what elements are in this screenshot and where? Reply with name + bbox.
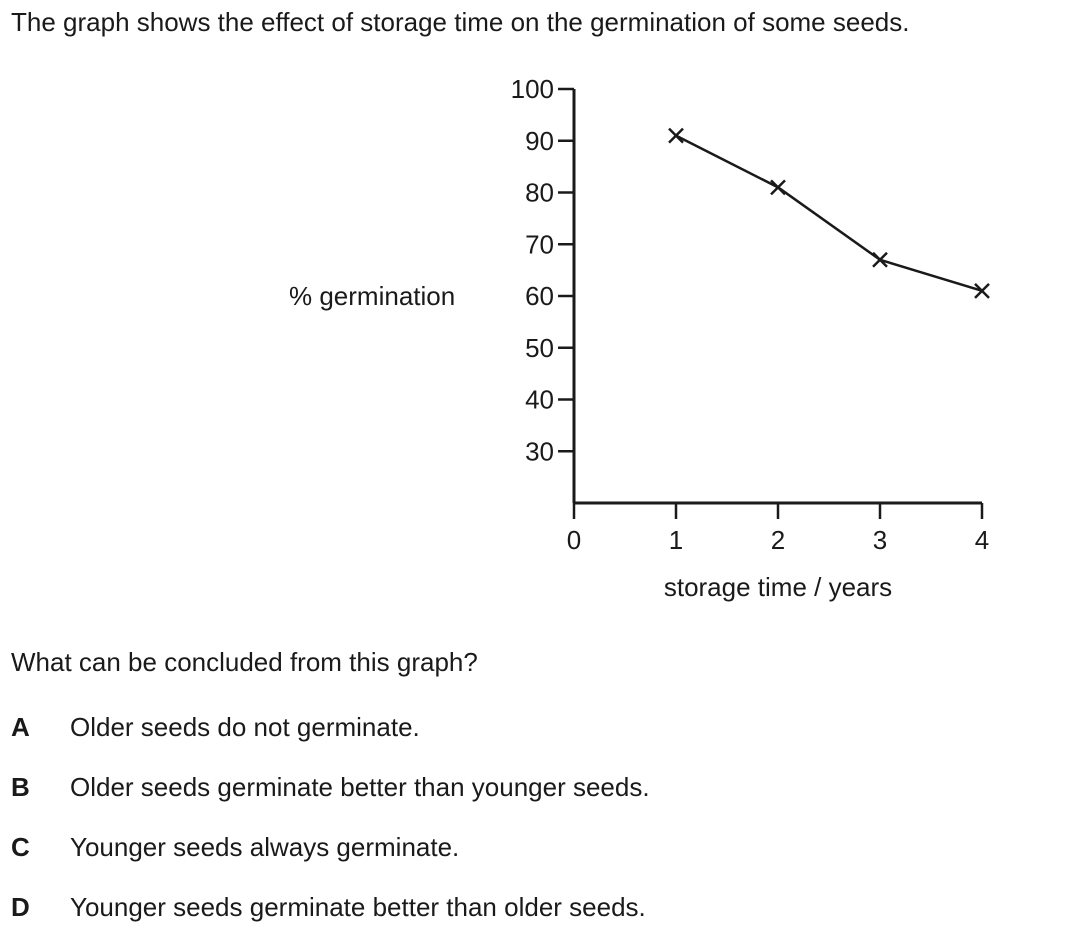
x-tick-label-1: 1 [669, 525, 683, 555]
intro-text: The graph shows the effect of storage ti… [11, 7, 910, 37]
data-point-cross-b [872, 251, 888, 268]
data-point-cross-b [668, 127, 684, 144]
data-point-1 [668, 127, 684, 144]
series-line-0 [675, 134, 983, 293]
x-tick-label-2: 2 [771, 525, 785, 555]
x-tick-label-4: 4 [975, 525, 989, 555]
y-axis: 30 40 50 60 70 80 90 100 [511, 74, 576, 503]
option-a-letter: A [11, 712, 30, 742]
data-point-3 [872, 251, 888, 268]
option-b-letter: B [11, 772, 30, 802]
y-tick-label-40: 40 [525, 385, 554, 415]
y-tick-label-100: 100 [511, 74, 554, 104]
data-series [668, 127, 990, 299]
x-tick-label-3: 3 [873, 525, 887, 555]
option-d-letter: D [11, 892, 30, 922]
germination-line-chart: 30 40 50 60 70 80 90 100 0 1 2 3 4 storage time / y… [511, 74, 990, 602]
data-point-2 [770, 179, 786, 196]
y-tick-label-30: 30 [525, 436, 554, 466]
x-tick-label-0: 0 [567, 525, 581, 555]
option-a-text: Older seeds do not germinate. [70, 712, 420, 742]
y-tick-label-50: 50 [525, 333, 554, 363]
option-b-text: Older seeds germinate better than younge… [70, 772, 650, 802]
y-axis-label: % germination [289, 281, 456, 311]
option-c-letter: C [11, 832, 30, 862]
x-axis: 0 1 2 3 4 [567, 501, 989, 555]
y-tick-label-70: 70 [525, 229, 554, 259]
option-d-text: Younger seeds germinate better than olde… [70, 892, 646, 922]
option-c-text: Younger seeds always germinate. [70, 832, 460, 862]
y-tick-label-60: 60 [525, 281, 554, 311]
y-tick-label-80: 80 [525, 178, 554, 208]
data-point-cross-b [770, 179, 786, 196]
question-text: What can be concluded from this graph? [11, 647, 478, 677]
data-point-cross-b [974, 282, 990, 299]
data-point-4 [974, 282, 990, 299]
y-tick-label-90: 90 [525, 126, 554, 156]
x-axis-label: storage time / years [664, 572, 892, 602]
